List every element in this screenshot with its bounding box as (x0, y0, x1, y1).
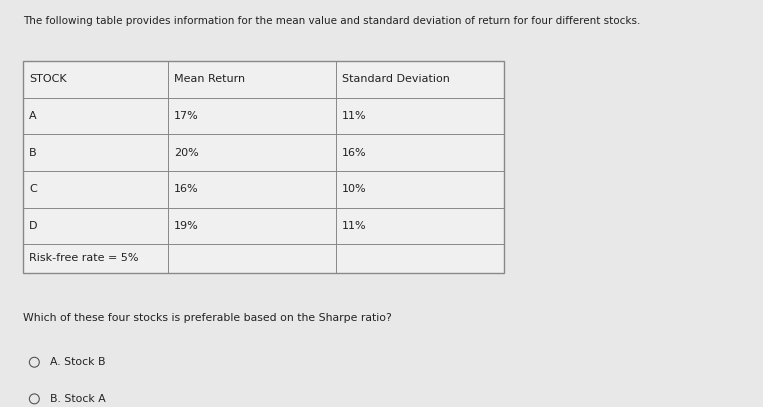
Text: A: A (29, 111, 37, 121)
Text: 11%: 11% (342, 111, 366, 121)
Text: Which of these four stocks is preferable based on the Sharpe ratio?: Which of these four stocks is preferable… (23, 313, 391, 324)
Text: D: D (29, 221, 37, 231)
Text: Risk-free rate = 5%: Risk-free rate = 5% (29, 254, 139, 263)
Text: 20%: 20% (174, 148, 198, 158)
Text: A. Stock B: A. Stock B (50, 357, 105, 367)
Text: The following table provides information for the mean value and standard deviati: The following table provides information… (23, 16, 640, 26)
Text: 19%: 19% (174, 221, 198, 231)
Text: B. Stock A: B. Stock A (50, 394, 105, 404)
Text: 11%: 11% (342, 221, 366, 231)
Text: 10%: 10% (342, 184, 366, 194)
Text: Mean Return: Mean Return (174, 74, 245, 84)
Text: Standard Deviation: Standard Deviation (342, 74, 449, 84)
Text: B: B (29, 148, 37, 158)
Text: 17%: 17% (174, 111, 198, 121)
Bar (23, 61, 504, 273)
Text: C: C (29, 184, 37, 194)
Text: 16%: 16% (342, 148, 366, 158)
Text: STOCK: STOCK (29, 74, 66, 84)
Text: 16%: 16% (174, 184, 198, 194)
